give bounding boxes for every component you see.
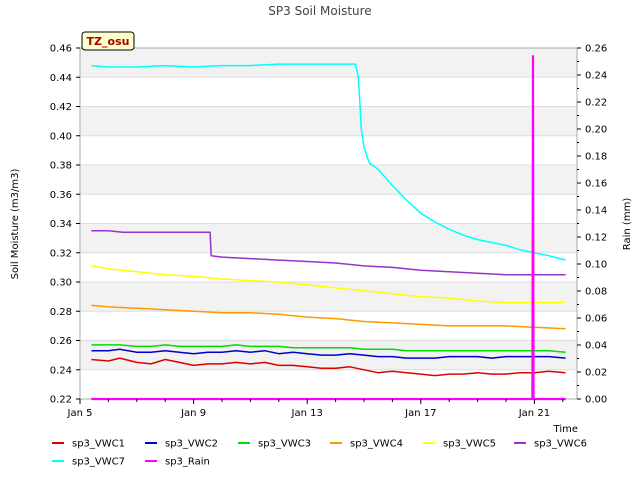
y-tick-label: 0.40: [50, 131, 72, 142]
y2-tick-label: 0.22: [585, 98, 607, 109]
y-tick-label: 0.26: [50, 336, 72, 347]
plot-bands: [80, 48, 577, 370]
y-tick-label: 0.44: [50, 73, 72, 84]
series-line-sp3-vwc4: [91, 304, 566, 330]
legend-label-sp3-vwc3: sp3_VWC3: [258, 439, 311, 450]
x-axis-title: Time: [553, 424, 578, 435]
x-tick-label: Jan 17: [404, 408, 436, 419]
series-lines: [91, 54, 566, 401]
y-tick-label: 0.36: [50, 190, 72, 201]
site-tag-label: TZ_osu: [87, 35, 130, 48]
plot-band: [80, 106, 577, 136]
site-tag: TZ_osu: [81, 31, 135, 51]
x-tick-label: Jan 13: [291, 408, 323, 419]
plot-band: [80, 165, 577, 195]
y-axis-title: Soil Moisture (m3/m3): [10, 169, 21, 280]
series-line-sp3-rain: [91, 54, 566, 401]
legend-label-sp3-vwc4: sp3_VWC4: [350, 439, 403, 450]
x-tick-label: Jan 5: [67, 408, 93, 419]
legend-label-sp3-vwc2: sp3_VWC2: [165, 439, 218, 450]
y-axis-ticks: 0.22 0.24 0.26 0.28 0.30 0.32 0.34 0.36 0.38 0.40…: [50, 44, 80, 406]
series-line-sp3-vwc7: [91, 63, 566, 261]
x-tick-label: Jan 21: [518, 408, 550, 419]
series-line-sp3-vwc2: [91, 348, 566, 359]
y2-axis-title: Rain (mm): [622, 198, 633, 251]
series-line-sp3-vwc5: [91, 265, 566, 304]
y-tick-label: 0.34: [50, 219, 72, 230]
y2-tick-label: 0.00: [585, 395, 607, 406]
y-tick-label: 0.30: [50, 278, 72, 289]
y2-tick-label: 0.26: [585, 44, 607, 55]
y-tick-label: 0.28: [50, 307, 72, 318]
y2-tick-label: 0.14: [585, 206, 607, 217]
y2-tick-label: 0.04: [585, 341, 607, 352]
y2-tick-label: 0.20: [585, 125, 607, 136]
x-tick-label: Jan 9: [180, 408, 206, 419]
y2-axis-ticks: 0.00 0.02 0.04 0.06 0.08 0.10 0.12 0.14 0.16 0.18…: [577, 44, 607, 406]
legend-label-sp3-vwc1: sp3_VWC1: [72, 439, 125, 450]
plot-band: [80, 282, 577, 312]
series-line-sp3-vwc1: [91, 357, 566, 377]
y2-tick-label: 0.02: [585, 368, 607, 379]
legend-label-sp3-rain: sp3_Rain: [165, 457, 210, 468]
legend-label-sp3-vwc5: sp3_VWC5: [443, 439, 496, 450]
series-line-sp3-vwc3: [91, 344, 566, 353]
y2-tick-label: 0.12: [585, 233, 607, 244]
plot-band: [80, 48, 577, 78]
plot-band: [80, 223, 577, 253]
y2-tick-label: 0.06: [585, 314, 607, 325]
y2-tick-label: 0.08: [585, 287, 607, 298]
y-tick-label: 0.32: [50, 248, 72, 259]
legend: sp3_VWC1 sp3_VWC2 sp3_VWC3 sp3_VWC4 sp3_VWC5…: [52, 439, 587, 468]
y2-tick-label: 0.16: [585, 179, 607, 190]
y2-tick-label: 0.10: [585, 260, 607, 271]
series-line-sp3-vwc6: [91, 230, 566, 276]
site-tag-box: [81, 31, 135, 51]
y-tick-label: 0.42: [50, 102, 72, 113]
chart-title: SP3 Soil Moisture: [268, 4, 371, 18]
y-tick-label: 0.46: [50, 44, 72, 55]
legend-label-sp3-vwc6: sp3_VWC6: [534, 439, 587, 450]
legend-label-sp3-vwc7: sp3_VWC7: [72, 457, 125, 468]
x-axis-ticks: Jan 5 Jan 9 Jan 13 Jan 17 Jan 21: [67, 399, 564, 419]
y2-tick-label: 0.18: [585, 152, 607, 163]
y2-tick-label: 0.24: [585, 71, 607, 82]
y-tick-label: 0.24: [50, 365, 72, 376]
y-tick-label: 0.38: [50, 161, 72, 172]
y-tick-label: 0.22: [50, 395, 72, 406]
